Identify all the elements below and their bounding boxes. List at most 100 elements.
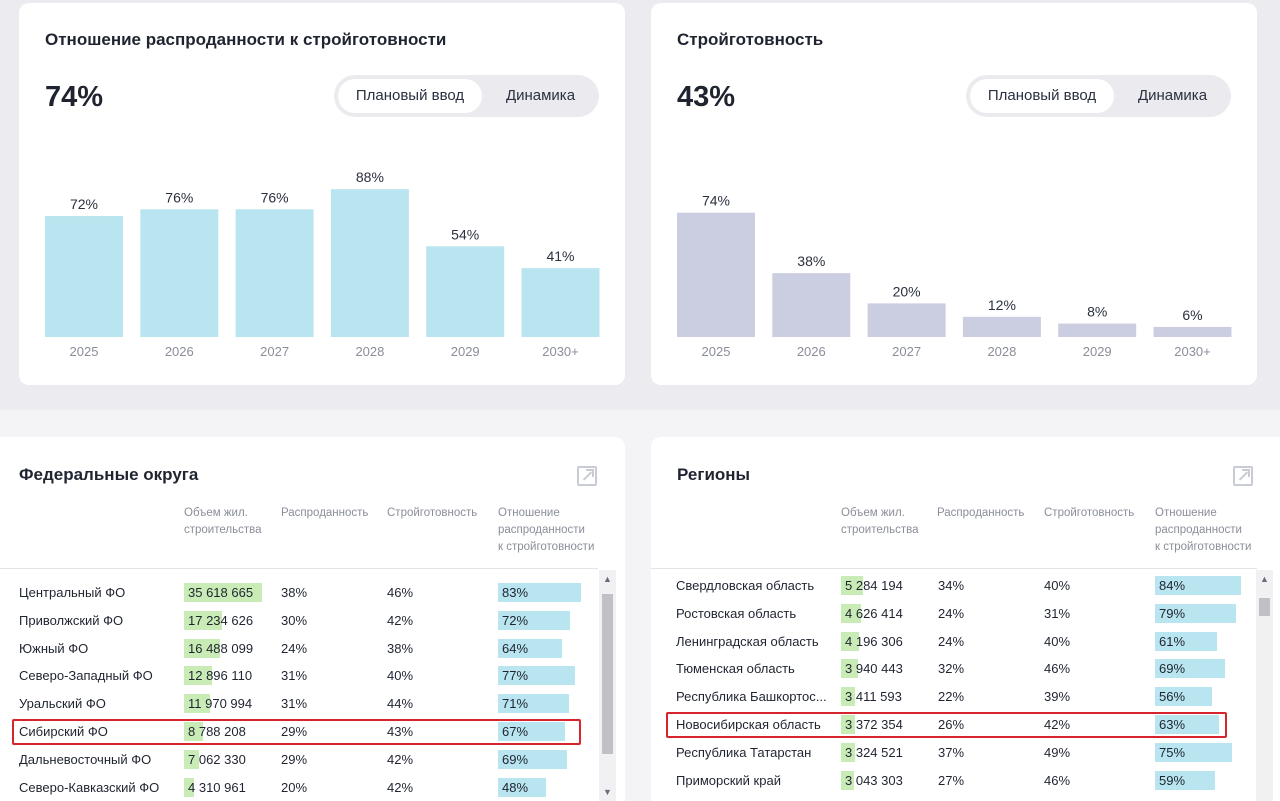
table-row[interactable]: Приволжский ФО 17 234 626 30% 42% 72% <box>0 610 598 639</box>
table-row[interactable]: Дальневосточный ФО 7 062 330 29% 42% 69% <box>0 749 598 778</box>
ratio-bar <box>498 749 567 769</box>
bar-2028[interactable] <box>962 316 1041 337</box>
table-row[interactable]: Уральский ФО 11 970 994 31% 44% 71% <box>0 694 598 722</box>
ratio-cell: 63% <box>1155 715 1255 734</box>
table-row[interactable]: Южный ФО 16 488 099 24% 38% 64% <box>0 638 598 667</box>
bar-2030+[interactable] <box>1153 326 1232 337</box>
expand-icon[interactable] <box>577 466 597 486</box>
table-row[interactable]: Приморский край 3 043 303 27% 46% 59% <box>651 770 1255 799</box>
mode-toggle: Плановый ввод Динамика <box>966 75 1231 117</box>
sold-value: 24% <box>938 605 965 621</box>
table-row[interactable]: Республика Башкортос... 3 411 593 22% 39% 56… <box>651 687 1255 715</box>
volume-cell: 12 896 110 <box>184 666 274 686</box>
sold-ratio-card: Отношение распроданности к стройготовнос… <box>19 3 625 385</box>
ready-value: 40% <box>387 668 414 684</box>
ready-value: 31% <box>1044 605 1071 621</box>
column-header-volume[interactable]: Объем жил. строительства <box>841 507 919 536</box>
row-name: Северо-Западный ФО <box>19 668 153 684</box>
bar-2027[interactable] <box>867 303 946 337</box>
table-title: Регионы <box>677 465 751 484</box>
bar-2029[interactable] <box>1058 323 1137 337</box>
table-row[interactable]: Северо-Кавказский ФО 4 310 961 20% 42% 48% <box>0 777 598 801</box>
sold-value: 31% <box>281 668 308 684</box>
ratio-bar <box>498 583 581 602</box>
bar-2025[interactable] <box>45 216 123 337</box>
ready-value: 46% <box>387 585 414 600</box>
volume-bar <box>841 715 856 734</box>
x-tick-label: 2030+ <box>542 344 579 359</box>
bar-2027[interactable] <box>235 209 314 337</box>
toggle-dynamics-button[interactable]: Динамика <box>505 87 576 104</box>
row-name: Северо-Кавказский ФО <box>19 779 160 795</box>
scrollbar[interactable]: ▲ <box>1256 570 1273 801</box>
toggle-planned-button[interactable]: Плановый ввод <box>970 79 1114 113</box>
ratio-cell: 59% <box>1155 770 1255 790</box>
ratio-bar <box>498 610 570 630</box>
table-row[interactable]: Новосибирская область 3 372 354 26% 42% 63% <box>651 715 1255 743</box>
x-tick-label: 2026 <box>797 344 826 359</box>
ratio-value: 77% <box>502 668 529 684</box>
scroll-thumb[interactable] <box>602 594 613 754</box>
ratio-value: 83% <box>502 585 529 600</box>
volume-value: 8 788 208 <box>188 724 246 739</box>
scrollbar[interactable]: ▲ ▼ <box>599 570 616 801</box>
ratio-value: 72% <box>502 612 529 628</box>
sold-value: 34% <box>938 578 965 593</box>
ready-value: 40% <box>1044 633 1071 649</box>
column-header-ready[interactable]: Стройготовность <box>387 507 478 519</box>
column-header-sold[interactable]: Распроданность <box>281 507 369 519</box>
table-row[interactable]: Республика Татарстан 3 324 521 37% 49% 75% <box>651 742 1255 771</box>
column-header-volume[interactable]: Объем жил. строительства <box>184 507 262 536</box>
volume-value: 4 196 306 <box>845 633 903 649</box>
bar-2030+[interactable] <box>521 268 600 337</box>
sold-ratio-bar-chart: 72% 2025 76% 2026 76% 2027 88% 2028 54% 2029 41% 20… <box>45 169 600 359</box>
table-row[interactable]: Тюменская область 3 940 443 32% 46% 69% <box>651 659 1255 687</box>
volume-cell: 7 062 330 <box>184 749 274 769</box>
sold-value: 29% <box>281 724 308 739</box>
expand-icon[interactable] <box>1233 466 1253 486</box>
scroll-down-icon[interactable]: ▼ <box>603 787 612 797</box>
bar-2026[interactable] <box>140 209 219 337</box>
table-row[interactable]: Ростовская область 4 626 414 24% 31% 79% <box>651 603 1255 632</box>
bar-value-label: 6% <box>1182 307 1202 323</box>
column-header-ready[interactable]: Стройготовность <box>1044 507 1135 519</box>
table-row[interactable]: Северо-Западный ФО 12 896 110 31% 40% 77% <box>0 666 598 694</box>
scroll-up-icon[interactable]: ▲ <box>1260 574 1269 584</box>
table-row[interactable]: Сибирский ФО 8 788 208 29% 43% 67% <box>0 722 598 750</box>
ratio-value: 63% <box>1159 717 1186 732</box>
bar-value-label: 88% <box>356 169 384 185</box>
bar-value-label: 20% <box>893 283 921 299</box>
sold-value: 24% <box>938 633 965 649</box>
table-row[interactable]: Центральный ФО 35 618 665 38% 46% 83% <box>0 583 598 611</box>
bar-value-label: 12% <box>988 297 1016 313</box>
row-name: Республика Башкортос... <box>676 689 827 705</box>
row-name: Центральный ФО <box>19 585 126 600</box>
table-row[interactable]: Ленинградская область 4 196 306 24% 40% 61% <box>651 631 1255 660</box>
toggle-dynamics-button[interactable]: Динамика <box>1137 87 1208 104</box>
bar-value-label: 41% <box>546 248 574 264</box>
scroll-up-icon[interactable]: ▲ <box>603 574 612 584</box>
row-name: Приволжский ФО <box>19 612 124 628</box>
volume-cell: 4 626 414 <box>841 603 931 623</box>
bar-value-label: 54% <box>451 226 479 242</box>
volume-bar <box>841 631 859 651</box>
bar-value-label: 38% <box>797 253 825 269</box>
card-title: Стройготовность <box>677 30 824 49</box>
column-header-ratio[interactable]: Отношение распроданности к стройготовности <box>1155 507 1252 553</box>
toggle-planned-button[interactable]: Плановый ввод <box>338 79 482 113</box>
volume-cell: 3 372 354 <box>841 715 931 734</box>
row-name: Ленинградская область <box>676 633 819 649</box>
scroll-thumb[interactable] <box>1259 598 1270 616</box>
column-header-ratio[interactable]: Отношение распроданности к стройготовности <box>498 507 595 553</box>
bar-2026[interactable] <box>772 273 851 337</box>
row-name: Республика Татарстан <box>676 744 812 760</box>
bar-2028[interactable] <box>330 189 409 337</box>
bar-2029[interactable] <box>426 246 505 337</box>
table-row[interactable]: Свердловская область 5 284 194 34% 40% 84% <box>651 576 1255 604</box>
ready-value: 49% <box>1044 744 1071 760</box>
column-header-sold[interactable]: Распроданность <box>937 507 1025 519</box>
bar-2025[interactable] <box>677 212 755 337</box>
header-divider <box>0 568 598 569</box>
ready-value: 38% <box>387 640 414 656</box>
ready-value: 42% <box>387 779 414 795</box>
